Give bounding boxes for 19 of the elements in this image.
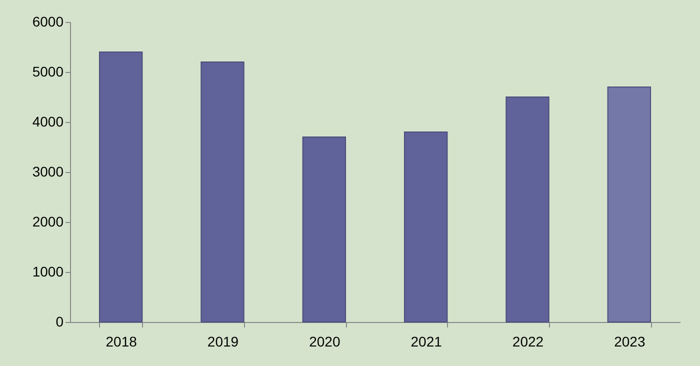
x-tick-label: 2023 — [614, 334, 646, 350]
y-tick-label: 5000 — [32, 64, 64, 80]
x-tick-label: 2022 — [512, 334, 544, 350]
y-tick-label: 0 — [56, 314, 64, 330]
x-tick-label: 2020 — [309, 334, 340, 350]
bar — [607, 86, 652, 322]
y-tick-label: 1000 — [32, 264, 64, 280]
bar — [200, 62, 244, 322]
x-tick-label: 2021 — [410, 334, 442, 350]
y-tick-label: 6000 — [32, 14, 64, 30]
y-tick-label: 3000 — [32, 164, 64, 180]
bar — [302, 136, 346, 322]
x-tick-label: 2018 — [106, 334, 138, 350]
x-tick-label: 2019 — [207, 334, 239, 350]
y-tick-label: 4000 — [32, 114, 64, 130]
bar — [404, 132, 448, 322]
bar — [98, 52, 143, 322]
bar — [506, 96, 550, 322]
y-tick-label: 2000 — [32, 214, 64, 230]
